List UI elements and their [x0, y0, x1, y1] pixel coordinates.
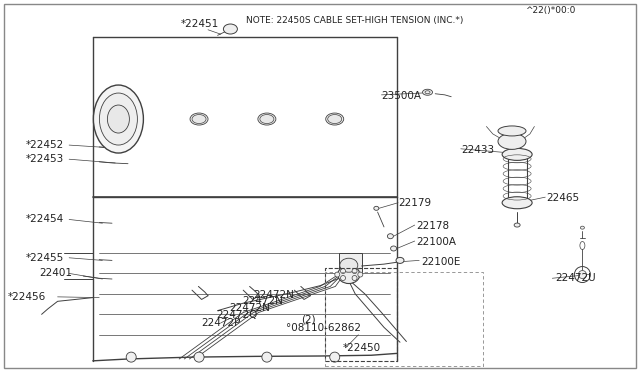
Circle shape — [340, 276, 346, 280]
Circle shape — [352, 269, 357, 273]
Ellipse shape — [387, 234, 394, 239]
Ellipse shape — [502, 197, 532, 209]
Text: 22179: 22179 — [399, 199, 432, 208]
Ellipse shape — [340, 258, 358, 272]
Text: ^22()*00:0: ^22()*00:0 — [525, 6, 575, 15]
Ellipse shape — [223, 24, 237, 34]
Circle shape — [579, 270, 586, 279]
Ellipse shape — [396, 257, 404, 263]
Text: *22451: *22451 — [180, 19, 219, 29]
Bar — [339, 253, 362, 272]
Text: *22455: *22455 — [26, 253, 64, 263]
Ellipse shape — [422, 89, 433, 95]
Ellipse shape — [498, 133, 526, 150]
Ellipse shape — [108, 105, 129, 133]
Ellipse shape — [425, 91, 430, 94]
Ellipse shape — [326, 113, 344, 125]
Ellipse shape — [514, 223, 520, 227]
Text: 22401: 22401 — [40, 269, 73, 278]
Text: 22472P: 22472P — [202, 318, 241, 328]
Text: *22452: *22452 — [26, 140, 64, 150]
Text: (2): (2) — [301, 315, 316, 325]
Text: *22454: *22454 — [26, 215, 64, 224]
Text: 22472U: 22472U — [556, 273, 596, 283]
Ellipse shape — [122, 113, 140, 125]
Text: °08110-62862: °08110-62862 — [286, 323, 361, 333]
Ellipse shape — [99, 93, 138, 145]
Ellipse shape — [374, 206, 379, 210]
Ellipse shape — [258, 113, 276, 125]
Ellipse shape — [190, 113, 208, 125]
Ellipse shape — [580, 226, 584, 229]
Ellipse shape — [498, 126, 526, 136]
Text: 22472Q: 22472Q — [216, 311, 258, 320]
Text: NOTE: 22450S CABLE SET-HIGH TENSION (INC.*): NOTE: 22450S CABLE SET-HIGH TENSION (INC… — [246, 16, 464, 25]
Ellipse shape — [390, 246, 397, 251]
Text: *22453: *22453 — [26, 154, 64, 164]
Ellipse shape — [502, 148, 532, 160]
Circle shape — [358, 272, 363, 277]
Text: 22472N: 22472N — [229, 303, 270, 313]
Ellipse shape — [328, 115, 342, 124]
Text: *22450: *22450 — [342, 343, 381, 353]
Circle shape — [340, 269, 346, 273]
Text: 22472N: 22472N — [253, 290, 294, 299]
Text: 22472N: 22472N — [242, 296, 283, 306]
Text: 22465: 22465 — [546, 193, 579, 203]
Text: 22100A: 22100A — [416, 237, 456, 247]
Text: *22456: *22456 — [8, 292, 46, 302]
Text: 22100E: 22100E — [421, 257, 461, 266]
Ellipse shape — [124, 115, 138, 124]
Text: 23500A: 23500A — [381, 91, 422, 101]
Bar — [325, 272, 483, 366]
Ellipse shape — [93, 85, 143, 153]
Text: 22178: 22178 — [416, 221, 449, 231]
Bar — [325, 268, 397, 361]
Ellipse shape — [338, 266, 360, 283]
Circle shape — [126, 352, 136, 362]
Circle shape — [330, 352, 340, 362]
Circle shape — [335, 272, 340, 277]
Ellipse shape — [192, 115, 206, 124]
Ellipse shape — [260, 115, 274, 124]
Circle shape — [352, 276, 357, 280]
Circle shape — [194, 352, 204, 362]
Text: 22433: 22433 — [461, 145, 494, 154]
Circle shape — [262, 352, 272, 362]
